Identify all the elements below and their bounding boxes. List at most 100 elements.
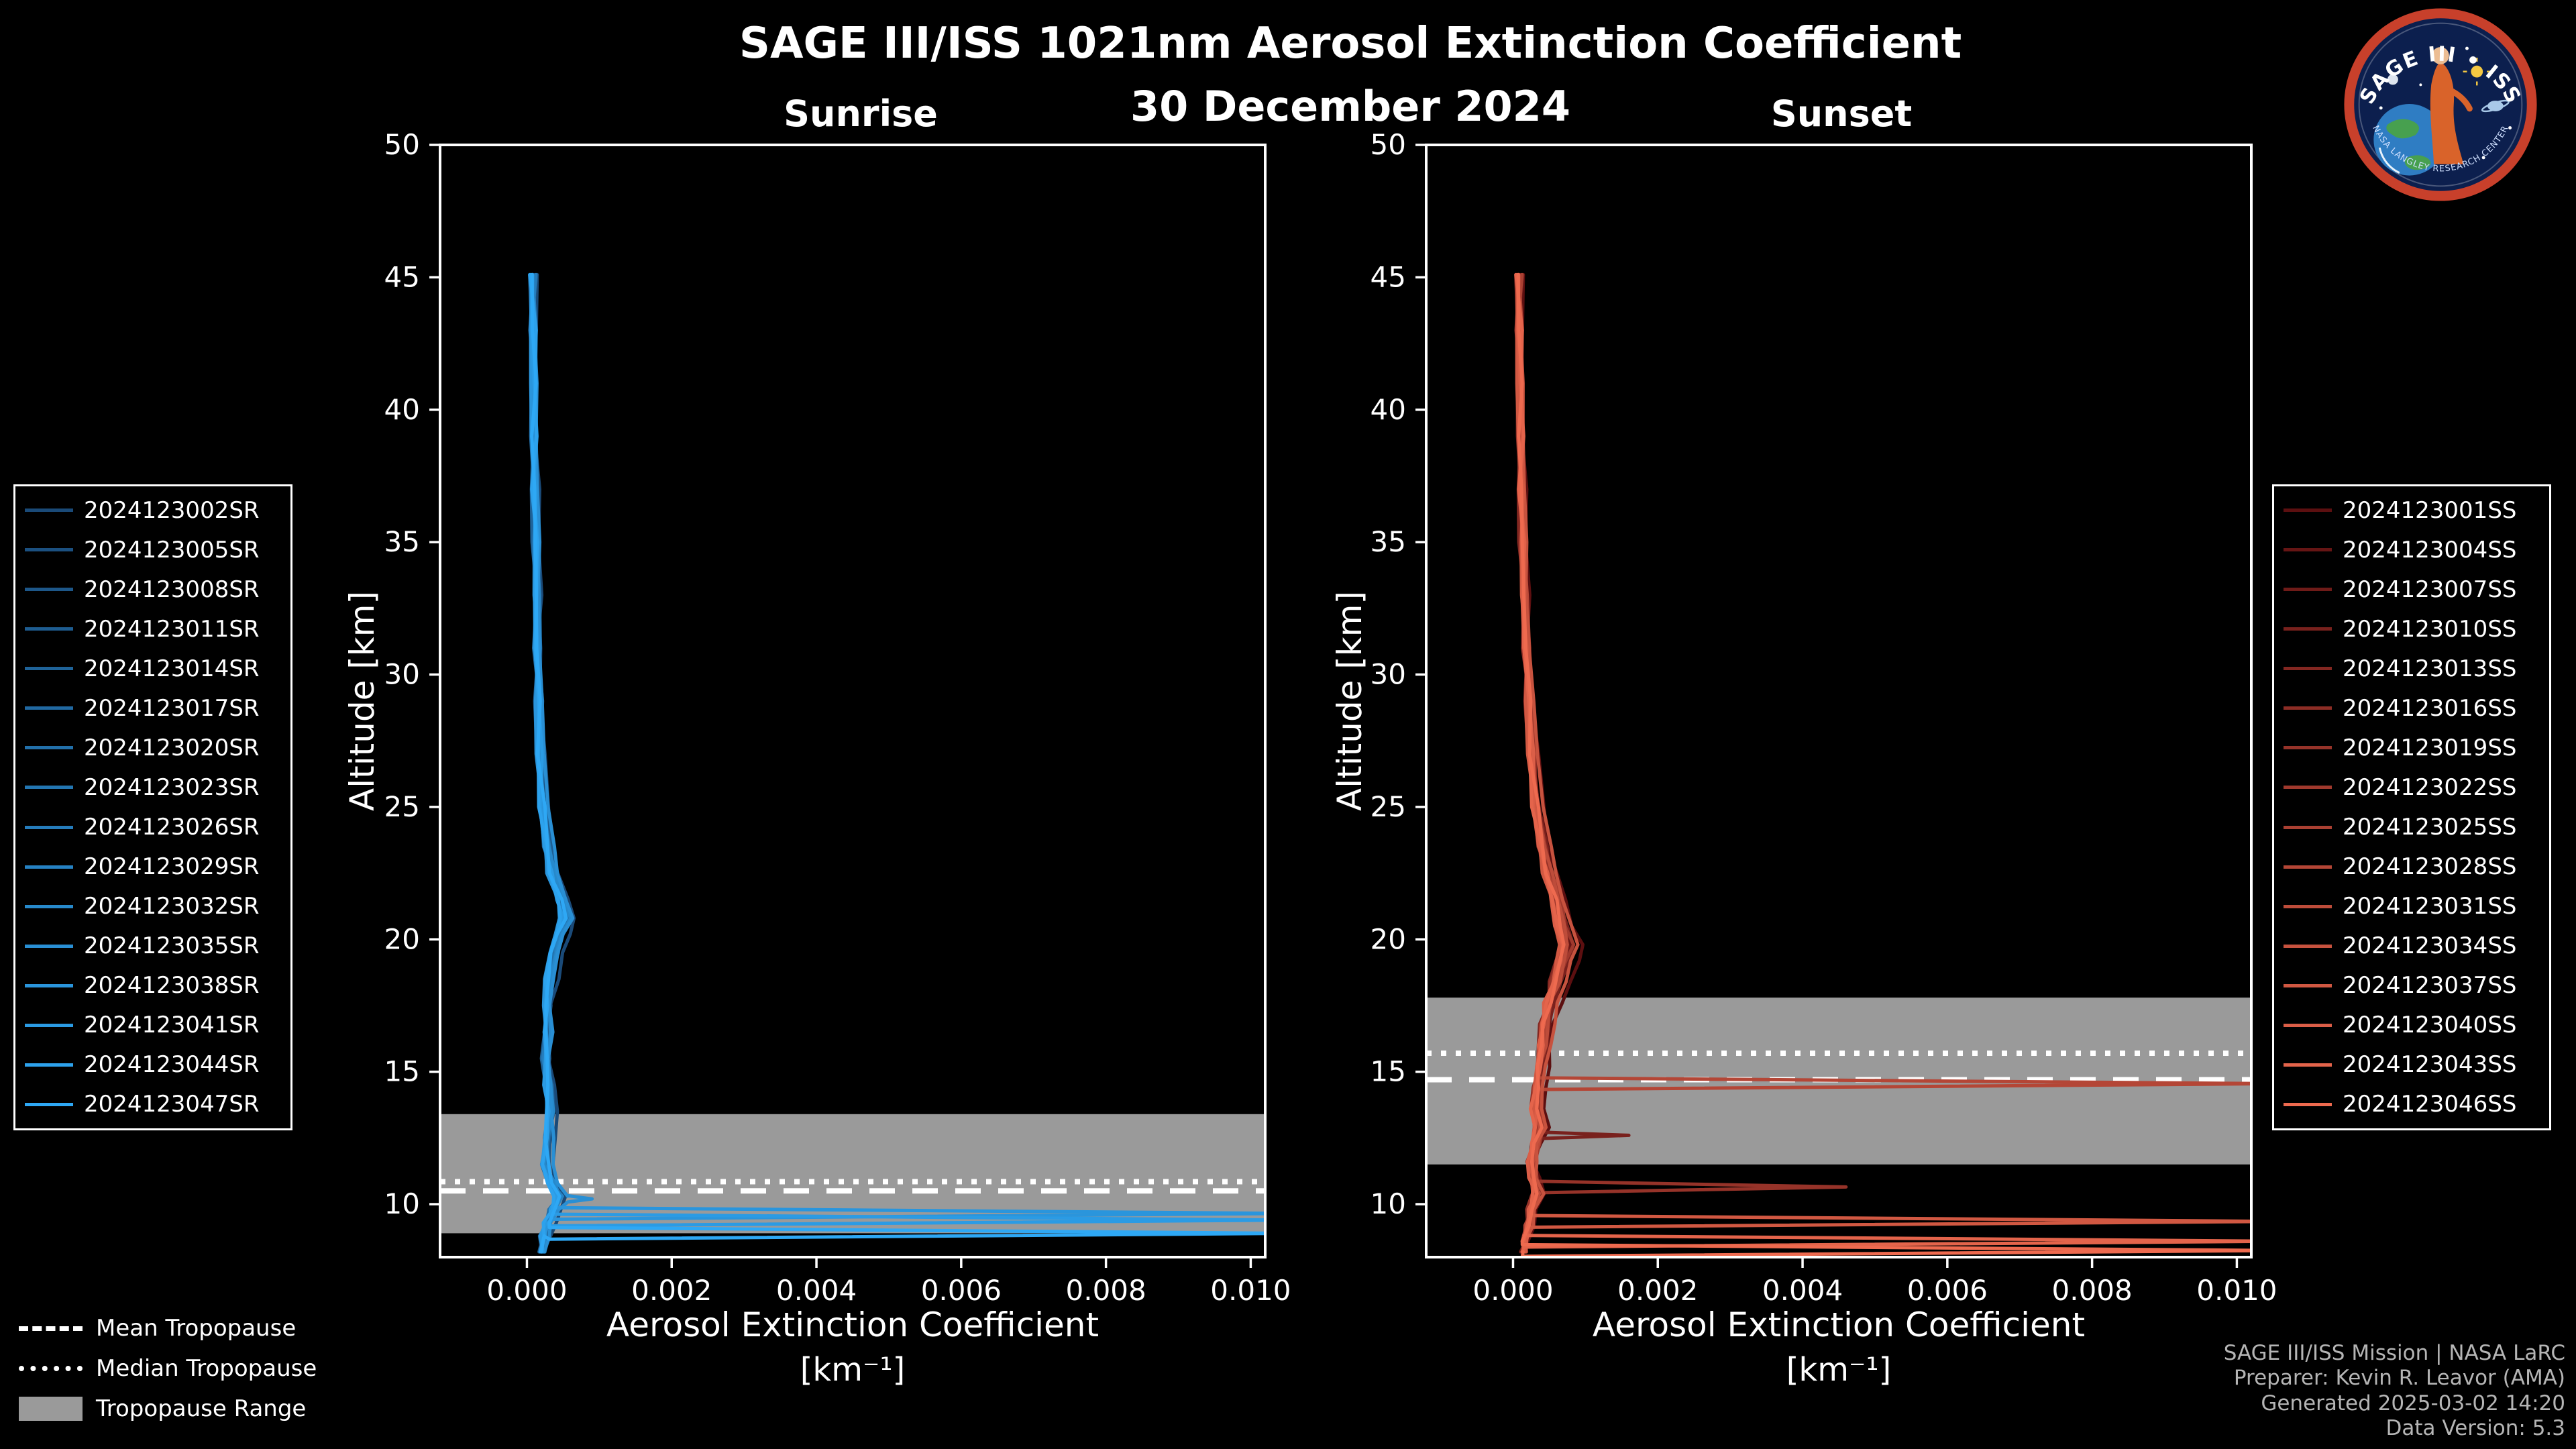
- legend-entry-label: 2024123041SR: [84, 1012, 260, 1039]
- mean-tropopause-legend-entry: Mean Tropopause: [19, 1308, 317, 1348]
- x-tick-label: 0.002: [631, 1274, 712, 1307]
- legend-entry: 2024123028SS: [2274, 853, 2549, 880]
- legend-entry: 2024123013SS: [2274, 655, 2549, 682]
- legend-line-sample: [25, 1102, 73, 1106]
- sunrise-x-axis-label: Aerosol Extinction Coefficient [km⁻¹]: [606, 1303, 1099, 1391]
- legend-line-sample: [2284, 983, 2332, 987]
- legend-entry-label: 2024123028SS: [2343, 853, 2517, 881]
- legend-entry-label: 2024123034SS: [2343, 932, 2517, 960]
- legend-entry: 2024123046SS: [2274, 1091, 2549, 1118]
- legend-line-sample: [25, 508, 73, 513]
- legend-line-sample: [25, 825, 73, 829]
- footer-generated: Generated 2025-03-02 14:20: [2261, 1391, 2565, 1415]
- legend-entry: 2024123026SR: [15, 814, 290, 841]
- sunset-panel-title: Sunset: [1770, 93, 1913, 135]
- legend-entry: 2024123025SS: [2274, 814, 2549, 841]
- legend-line-sample: [25, 746, 73, 750]
- legend-line-sample: [2284, 627, 2332, 631]
- legend-line-sample: [25, 667, 73, 671]
- sunrise-y-axis-label: Altitude [km]: [343, 591, 382, 811]
- legend-entry-label: 2024123023SR: [84, 773, 260, 801]
- legend-entry: 2024123041SR: [15, 1012, 290, 1038]
- sunset-plot: 0.000 0.002 0.004 0.006 0.008 0.010 10 15 20 25 30…: [1371, 128, 2277, 1307]
- x-tick-label: 0.008: [1066, 1274, 1146, 1307]
- legend-entry: 2024123002SR: [15, 497, 290, 524]
- legend-entry: 2024123047SR: [15, 1091, 290, 1118]
- y-tick-label: 50: [1371, 128, 1406, 161]
- y-tick-label: 45: [1371, 260, 1406, 293]
- sage-iss-logo: SAGE III • ISS NASA LANGLEY RESEARCH CEN…: [2344, 8, 2537, 201]
- legend-entry: 2024123007SS: [2274, 576, 2549, 603]
- y-tick-label: 30: [384, 658, 420, 691]
- sunset-y-axis-label: Altitude [km]: [1330, 591, 1369, 811]
- x-axis-label-units: [km⁻¹]: [800, 1350, 906, 1389]
- legend-entry: 2024123008SR: [15, 576, 290, 603]
- moon-icon: [2387, 74, 2398, 85]
- sunrise-legend: 2024123002SR 2024123005SR 2024123008SR 2024…: [13, 484, 292, 1130]
- footer-mission: SAGE III/ISS Mission | NASA LaRC: [2223, 1341, 2565, 1366]
- legend-entry-label: 2024123011SR: [84, 615, 260, 643]
- legend-entry: 2024123031SS: [2274, 893, 2549, 920]
- legend-entry-label: 2024123032SR: [84, 893, 260, 920]
- x-tick-label: 0.000: [486, 1274, 567, 1307]
- legend-entry-label: 2024123001SS: [2343, 496, 2517, 524]
- y-tick-label: 25: [384, 790, 420, 823]
- legend-line-sample: [25, 1023, 73, 1027]
- legend-line-sample: [2284, 1063, 2332, 1067]
- legend-entry-label: 2024123008SR: [84, 576, 260, 603]
- y-tick-label: 35: [384, 525, 420, 558]
- x-tick-label: 0.010: [2196, 1274, 2277, 1307]
- legend-entry-label: 2024123010SS: [2343, 615, 2517, 643]
- legend-entry-label: 2024123004SS: [2343, 536, 2517, 564]
- logo-inner-ring: [2358, 22, 2523, 187]
- y-tick-label: 10: [1371, 1187, 1406, 1220]
- y-tick-label: 45: [384, 260, 420, 293]
- legend-entry-label: 2024123038SR: [84, 972, 260, 1000]
- legend-entry-label: 2024123026SR: [84, 814, 260, 841]
- x-tick-label: 0.004: [776, 1274, 857, 1307]
- legend-entry-label: 2024123031SS: [2343, 893, 2517, 920]
- median-tropopause-legend-entry: Median Tropopause: [19, 1348, 317, 1389]
- range-swatch-sample: [19, 1397, 83, 1421]
- legend-entry-label: 2024123044SR: [84, 1051, 260, 1079]
- footer-credits: SAGE III/ISS Mission | NASA LaRC Prepare…: [2224, 1341, 2565, 1441]
- y-tick-label: 30: [1371, 658, 1406, 691]
- legend-entry-label: 2024123025SS: [2343, 814, 2517, 841]
- saturn-icon: [2481, 99, 2510, 113]
- legend-line-sample: [2284, 548, 2332, 552]
- footer-preparer: Preparer: Kevin R. Leavor (AMA): [2233, 1366, 2565, 1391]
- legend-entry: 2024123001SS: [2274, 497, 2549, 524]
- legend-line-sample: [2284, 746, 2332, 750]
- legend-entry: 2024123016SS: [2274, 695, 2549, 722]
- y-tick-label: 10: [384, 1187, 420, 1220]
- legend-entry-label: 2024123040SS: [2343, 1012, 2517, 1039]
- legend-entry-label: 2024123017SR: [84, 694, 260, 722]
- y-tick-label: 20: [384, 922, 420, 955]
- legend-entry-label: 2024123043SS: [2343, 1051, 2517, 1079]
- x-tick-label: 0.008: [2052, 1274, 2133, 1307]
- footer-data-version: Data Version: 5.3: [2385, 1415, 2565, 1440]
- legend-line-sample: [2284, 508, 2332, 513]
- legend-line-sample: [2284, 706, 2332, 710]
- legend-line-sample: [2284, 1023, 2332, 1027]
- profile-line-2024123035SR: [529, 272, 594, 1254]
- legend-line-sample: [2284, 865, 2332, 869]
- legend-entry-label: 2024123014SR: [84, 655, 260, 682]
- sunrise-panel-title: Sunrise: [784, 93, 938, 135]
- legend-entry: 2024123020SR: [15, 735, 290, 761]
- x-tick-label: 0.006: [921, 1274, 1002, 1307]
- legend-line-sample: [25, 865, 73, 869]
- logo-stars: [2379, 46, 2512, 160]
- legend-entry: 2024123032SR: [15, 893, 290, 920]
- legend-line-sample: [25, 1063, 73, 1067]
- y-tick-label: 15: [1371, 1055, 1406, 1088]
- x-axis-label-text: Aerosol Extinction Coefficient: [1592, 1305, 2086, 1344]
- legend-entry-label: 2024123005SR: [84, 536, 260, 564]
- legend-entry: 2024123019SS: [2274, 735, 2549, 761]
- legend-entry: 2024123011SR: [15, 616, 290, 643]
- plot-border: [439, 144, 1267, 1258]
- mean-tropopause-label: Mean Tropopause: [96, 1315, 297, 1342]
- legend-line-sample: [25, 627, 73, 631]
- legend-line-sample: [2284, 944, 2332, 948]
- tropopause-range-label: Tropopause Range: [96, 1395, 307, 1422]
